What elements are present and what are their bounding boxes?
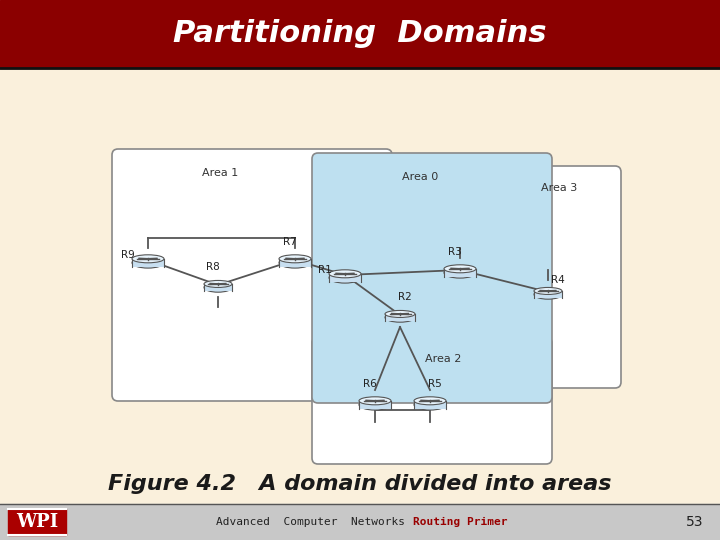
FancyBboxPatch shape bbox=[444, 269, 476, 277]
Text: R5: R5 bbox=[428, 379, 442, 389]
Bar bbox=[8, 509, 66, 535]
Ellipse shape bbox=[444, 267, 476, 278]
FancyBboxPatch shape bbox=[497, 166, 621, 388]
Ellipse shape bbox=[534, 289, 562, 299]
Text: 53: 53 bbox=[686, 515, 703, 529]
FancyBboxPatch shape bbox=[132, 259, 164, 267]
Ellipse shape bbox=[329, 270, 361, 278]
Ellipse shape bbox=[132, 257, 164, 268]
Text: Figure 4.2   A domain divided into areas: Figure 4.2 A domain divided into areas bbox=[108, 474, 612, 494]
FancyBboxPatch shape bbox=[312, 153, 552, 403]
Ellipse shape bbox=[444, 265, 476, 273]
Ellipse shape bbox=[204, 280, 232, 287]
Ellipse shape bbox=[385, 310, 415, 318]
Ellipse shape bbox=[204, 282, 232, 292]
FancyBboxPatch shape bbox=[359, 401, 391, 409]
Text: R1: R1 bbox=[318, 265, 332, 275]
FancyBboxPatch shape bbox=[534, 291, 562, 299]
Text: WPI: WPI bbox=[16, 513, 58, 531]
Text: Advanced  Computer  Networks: Advanced Computer Networks bbox=[215, 517, 405, 527]
Text: Area 3: Area 3 bbox=[541, 183, 577, 193]
Ellipse shape bbox=[534, 287, 562, 294]
Ellipse shape bbox=[414, 399, 446, 410]
Text: Area 0: Area 0 bbox=[402, 172, 438, 182]
Bar bbox=[0, 0, 720, 68]
Ellipse shape bbox=[414, 397, 446, 405]
Text: Area 1: Area 1 bbox=[202, 168, 238, 178]
Text: R6: R6 bbox=[363, 379, 377, 389]
Ellipse shape bbox=[359, 397, 391, 405]
FancyBboxPatch shape bbox=[414, 401, 446, 409]
Ellipse shape bbox=[329, 272, 361, 283]
Text: R8: R8 bbox=[206, 262, 220, 272]
FancyBboxPatch shape bbox=[312, 337, 552, 464]
Ellipse shape bbox=[359, 399, 391, 410]
FancyBboxPatch shape bbox=[329, 274, 361, 282]
Text: R2: R2 bbox=[398, 292, 412, 302]
FancyBboxPatch shape bbox=[204, 284, 232, 292]
Ellipse shape bbox=[132, 255, 164, 263]
Text: R4: R4 bbox=[551, 275, 565, 285]
Text: R7: R7 bbox=[283, 237, 297, 247]
Text: R9: R9 bbox=[121, 250, 135, 260]
Bar bbox=[0, 504, 720, 540]
Text: Partitioning  Domains: Partitioning Domains bbox=[174, 19, 546, 49]
Ellipse shape bbox=[279, 255, 311, 263]
Ellipse shape bbox=[385, 313, 415, 322]
FancyBboxPatch shape bbox=[385, 314, 415, 321]
FancyBboxPatch shape bbox=[112, 149, 392, 401]
Text: R3: R3 bbox=[448, 247, 462, 257]
Text: Area 2: Area 2 bbox=[426, 354, 462, 364]
FancyBboxPatch shape bbox=[279, 259, 311, 267]
Text: Routing Primer: Routing Primer bbox=[413, 517, 508, 527]
Ellipse shape bbox=[279, 257, 311, 268]
